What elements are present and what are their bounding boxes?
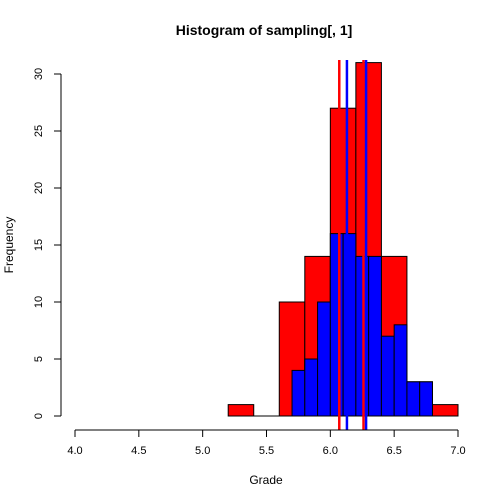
blue-bar xyxy=(329,233,344,417)
x-tick-label: 5.0 xyxy=(195,445,210,457)
blue-bar xyxy=(393,324,408,417)
x-tick-label: 5.5 xyxy=(259,445,274,457)
y-tick-label: 25 xyxy=(33,125,45,137)
y-tick-label: 20 xyxy=(33,182,45,194)
blue-bar xyxy=(419,381,433,417)
reference-lines xyxy=(338,60,368,430)
blue-bar xyxy=(291,369,306,417)
blue-bar xyxy=(304,358,319,417)
x-tick-label: 4.5 xyxy=(131,445,146,457)
y-axis: 0 5 10 15 20 25 30 xyxy=(33,68,62,419)
blue-bar xyxy=(406,381,421,417)
y-tick-label: 0 xyxy=(33,413,45,419)
y-tick-label: 30 xyxy=(33,68,45,80)
blue-bar xyxy=(380,335,395,417)
x-tick-label: 7.0 xyxy=(450,445,465,457)
x-tick-label: 4.0 xyxy=(67,445,82,457)
x-tick-label: 6.5 xyxy=(387,445,402,457)
red-bar xyxy=(431,404,459,417)
red-bar xyxy=(227,404,255,417)
chart-title: Histogram of sampling[, 1] xyxy=(176,22,353,38)
blue-bar xyxy=(368,255,382,417)
x-axis: 4.0 4.5 5.0 5.5 6.0 6.5 7.0 xyxy=(67,429,466,457)
y-tick-label: 15 xyxy=(33,239,45,251)
y-axis-label: Frequency xyxy=(2,217,16,274)
blue-bar xyxy=(317,301,331,417)
y-tick-label: 5 xyxy=(33,356,45,362)
x-tick-label: 6.0 xyxy=(323,445,338,457)
y-tick-label: 10 xyxy=(33,296,45,308)
blue-bar xyxy=(342,233,357,417)
x-axis-label: Grade xyxy=(249,473,283,487)
